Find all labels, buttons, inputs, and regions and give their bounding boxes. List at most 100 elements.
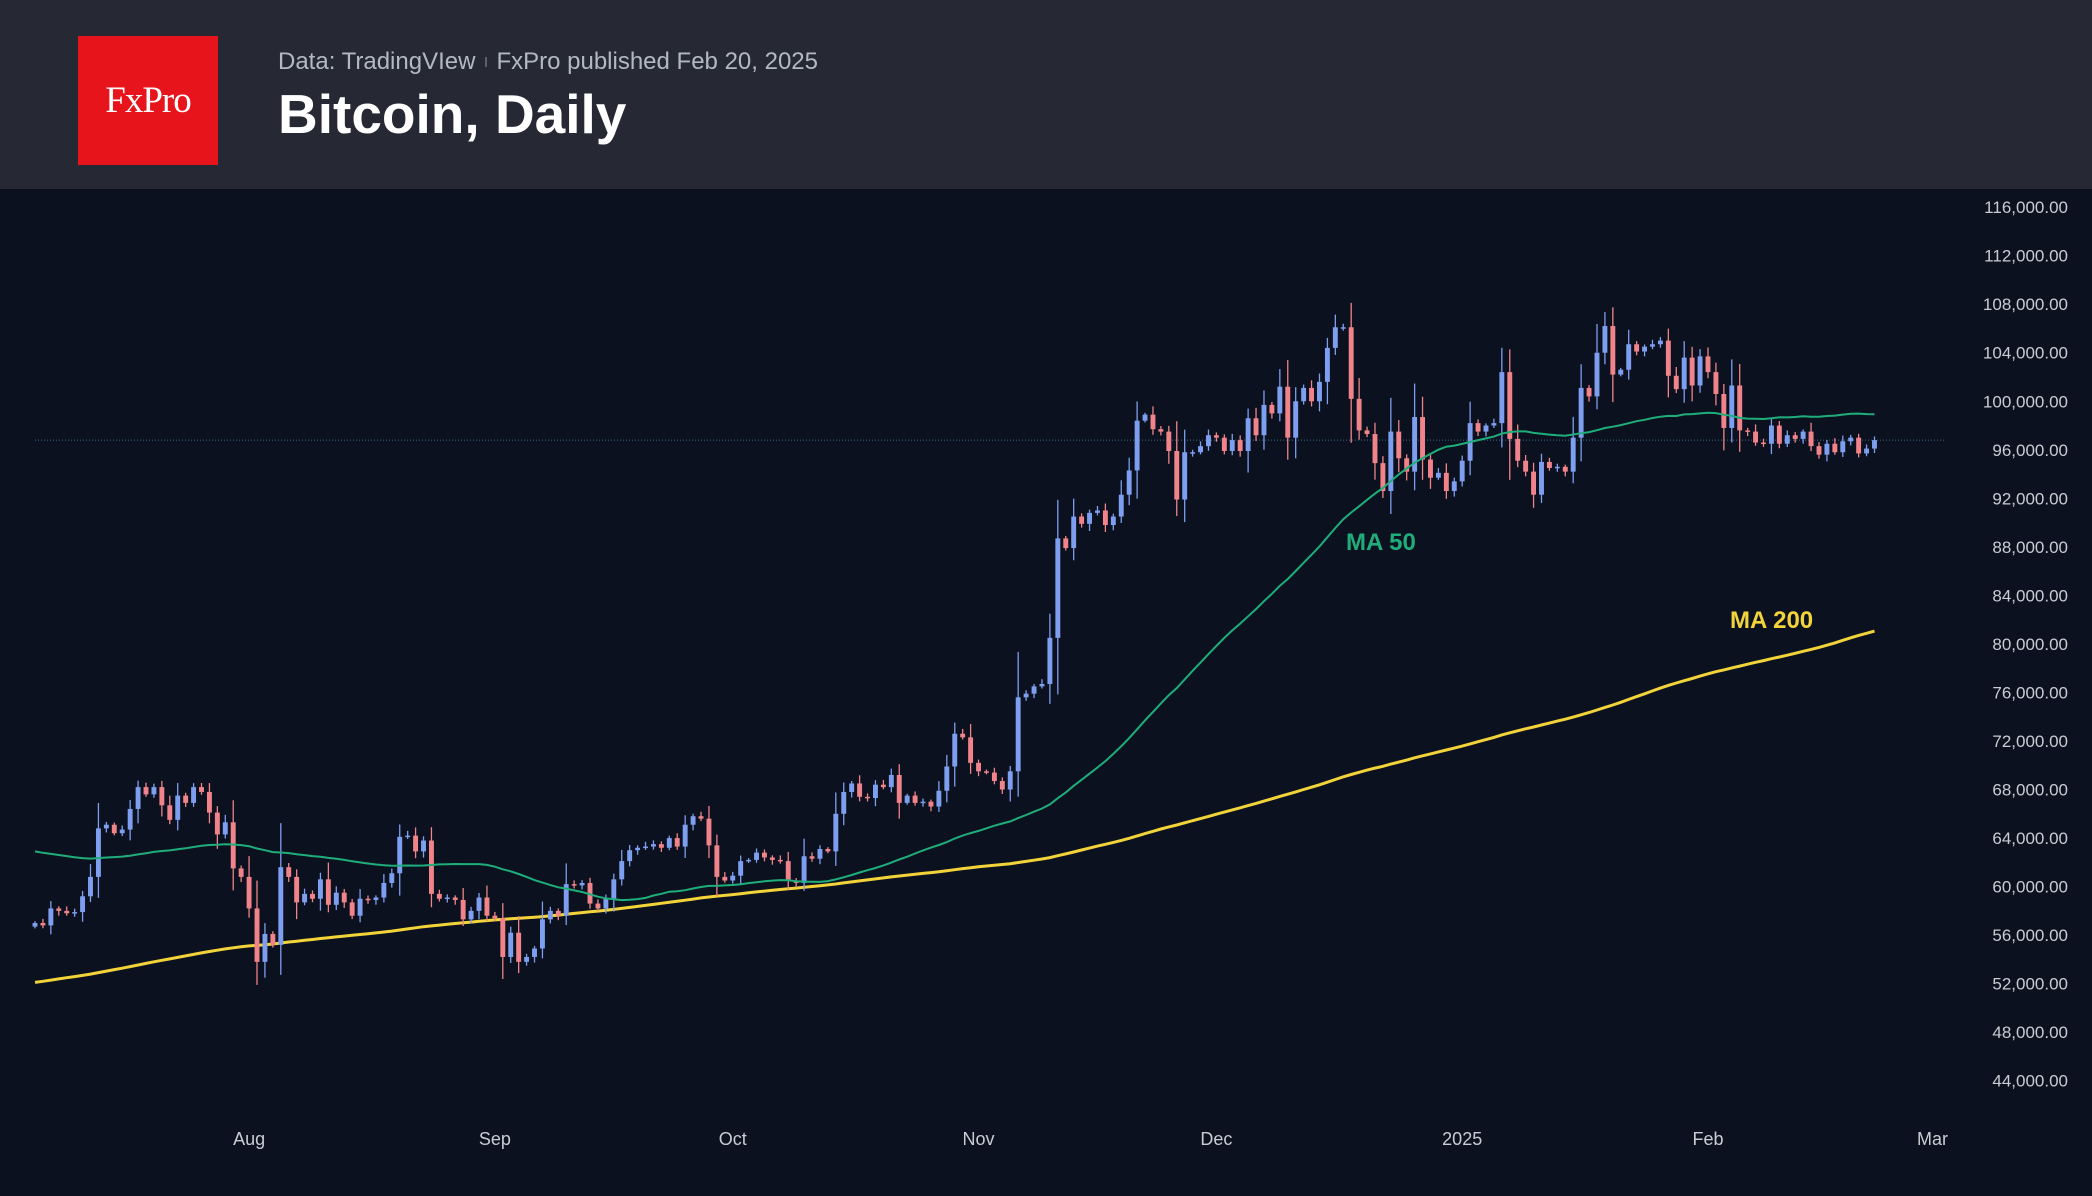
- candle: [1372, 422, 1378, 480]
- candle: [238, 865, 244, 883]
- candle-body: [111, 824, 117, 834]
- candle: [619, 849, 625, 886]
- candle: [1110, 513, 1116, 531]
- candle-body: [785, 861, 791, 881]
- candle-body: [381, 882, 387, 898]
- candle-body: [1412, 417, 1418, 472]
- candle: [833, 792, 839, 866]
- candle: [991, 767, 997, 785]
- candle-body: [516, 932, 522, 962]
- ma200-label: MA 200: [1730, 607, 1813, 634]
- candle: [191, 783, 197, 807]
- candle: [706, 805, 712, 859]
- candle: [1808, 422, 1814, 452]
- candle-body: [436, 893, 442, 899]
- candle: [286, 862, 292, 882]
- candle-body: [1221, 437, 1227, 452]
- candle: [912, 791, 918, 806]
- candle-body: [199, 787, 204, 792]
- candle: [1198, 441, 1204, 455]
- candle: [547, 906, 553, 924]
- candle: [1792, 432, 1798, 443]
- candle-body: [214, 812, 220, 835]
- candle: [1832, 438, 1838, 455]
- candle: [1150, 406, 1156, 435]
- candle-body: [1689, 357, 1695, 386]
- candle: [151, 783, 157, 798]
- candle-body: [452, 897, 458, 900]
- candle: [1174, 421, 1180, 517]
- candle-body: [524, 956, 530, 962]
- candle-body: [1134, 420, 1140, 471]
- candle-body: [1007, 771, 1013, 790]
- candle-body: [817, 848, 823, 859]
- candle: [1594, 323, 1600, 410]
- candle: [896, 764, 902, 819]
- candle-body: [127, 808, 133, 830]
- candle: [1087, 509, 1092, 532]
- candle-body: [80, 896, 86, 913]
- candle: [849, 780, 855, 798]
- candle-body: [635, 847, 641, 851]
- candle-body: [912, 795, 918, 803]
- candle-body: [246, 876, 252, 909]
- candle: [1063, 535, 1069, 551]
- candle-body: [1713, 372, 1719, 394]
- candle-body: [674, 838, 680, 847]
- candle-body: [1618, 369, 1624, 375]
- candle-body: [1451, 481, 1457, 492]
- candle-body: [143, 787, 149, 795]
- chart-title: Bitcoin, Daily: [278, 83, 627, 145]
- candle-body: [1459, 460, 1465, 482]
- candle: [56, 906, 62, 916]
- candle-body: [991, 772, 997, 782]
- candle-body: [1364, 430, 1370, 435]
- candle-body: [1428, 459, 1433, 478]
- candle: [111, 822, 117, 836]
- candle: [1301, 384, 1307, 405]
- candle-body: [1340, 327, 1346, 329]
- candle: [643, 841, 648, 850]
- candle-body: [1023, 693, 1029, 698]
- y-tick-label: 96,000.00: [1992, 441, 2068, 460]
- candle-body: [1586, 387, 1592, 397]
- candle: [428, 827, 434, 908]
- candle: [516, 916, 522, 974]
- candle-body: [1063, 538, 1069, 549]
- candle-body: [405, 835, 411, 838]
- y-tick-label: 84,000.00: [1992, 586, 2068, 605]
- candle: [262, 923, 268, 978]
- candle-body: [1380, 463, 1386, 492]
- candle-body: [643, 846, 648, 849]
- candle-body: [1697, 356, 1703, 386]
- candle-body: [1166, 431, 1172, 452]
- y-tick-label: 112,000.00: [1984, 247, 2068, 266]
- candle: [484, 885, 490, 922]
- candle: [436, 889, 442, 902]
- candle-body: [880, 784, 886, 788]
- candle: [325, 862, 331, 913]
- candle-body: [904, 795, 910, 803]
- candle-body: [357, 898, 363, 916]
- candle-body: [1324, 347, 1330, 382]
- candle: [1380, 456, 1386, 499]
- candle-body: [650, 844, 656, 847]
- candle-body: [191, 787, 197, 803]
- candle-body: [1816, 446, 1822, 455]
- candle-body: [1872, 440, 1877, 449]
- candle-body: [1507, 372, 1513, 439]
- candle: [888, 768, 894, 793]
- candle-body: [682, 824, 688, 847]
- candle-body: [1071, 516, 1077, 549]
- candle: [1118, 480, 1124, 523]
- candle: [1158, 426, 1164, 436]
- candle-body: [95, 828, 101, 877]
- candle: [500, 903, 506, 980]
- candle-body: [1261, 404, 1267, 436]
- candle: [1602, 312, 1608, 365]
- candle-body: [547, 910, 553, 920]
- candle: [48, 901, 54, 935]
- candle-body: [1745, 430, 1751, 432]
- candle-body: [1665, 340, 1671, 376]
- candle-body: [1190, 452, 1196, 454]
